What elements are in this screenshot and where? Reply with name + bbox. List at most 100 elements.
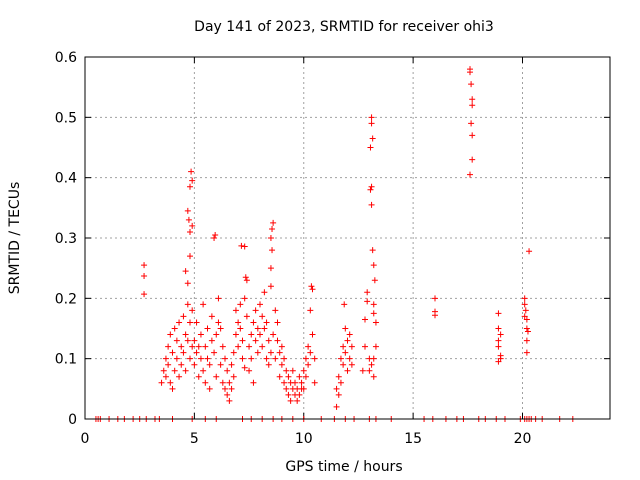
data-point <box>263 355 270 362</box>
data-point <box>522 307 529 314</box>
data-point <box>261 289 268 296</box>
data-point <box>272 355 279 362</box>
data-point <box>335 391 342 398</box>
data-point <box>311 355 318 362</box>
data-point <box>195 373 202 380</box>
data-point <box>200 367 207 374</box>
data-point <box>281 379 288 386</box>
plot-frame <box>84 56 611 420</box>
data-point <box>158 379 165 386</box>
data-point <box>257 301 263 308</box>
data-point <box>342 325 349 332</box>
data-point <box>469 96 476 103</box>
data-point <box>173 337 180 344</box>
data-point <box>348 361 355 368</box>
data-point <box>309 286 316 293</box>
data-point <box>333 403 340 410</box>
data-point <box>300 385 307 392</box>
data-point <box>237 325 244 332</box>
data-point <box>224 391 231 398</box>
data-point <box>497 355 504 362</box>
data-point <box>141 291 148 298</box>
data-point <box>340 343 347 350</box>
data-point <box>242 274 249 281</box>
data-point <box>344 367 351 374</box>
data-point <box>171 367 178 374</box>
data-point <box>189 177 196 184</box>
data-point <box>252 307 259 314</box>
data-point <box>187 228 193 235</box>
data-point <box>193 349 200 356</box>
data-point <box>184 337 191 344</box>
data-point <box>495 310 502 317</box>
data-point <box>235 319 242 326</box>
data-point <box>250 319 257 326</box>
data-point <box>337 379 344 386</box>
data-point <box>311 379 318 386</box>
data-point <box>366 367 373 374</box>
x-tick-label: 15 <box>404 431 422 447</box>
data-point <box>226 397 233 404</box>
data-point <box>219 343 226 350</box>
data-point <box>371 277 378 284</box>
data-point <box>169 385 176 392</box>
data-point <box>189 307 196 314</box>
data-point <box>257 331 263 338</box>
data-point <box>337 355 344 362</box>
data-point <box>298 379 305 386</box>
data-point <box>342 349 349 356</box>
data-point <box>208 337 215 344</box>
grid <box>85 57 610 419</box>
data-point <box>162 355 169 362</box>
data-point <box>204 325 211 332</box>
data-point <box>267 349 274 356</box>
data-point <box>296 373 303 380</box>
data-point <box>276 349 283 356</box>
data-point <box>200 301 207 308</box>
data-point <box>283 385 290 392</box>
data-point <box>261 325 268 332</box>
data-point <box>248 355 255 362</box>
y-tick-label: 0.6 <box>55 50 77 66</box>
data-point <box>362 316 368 323</box>
data-point <box>300 367 307 374</box>
data-point <box>178 361 185 368</box>
data-point <box>495 343 502 350</box>
data-point <box>141 273 148 280</box>
data-point <box>364 289 371 296</box>
data-point <box>495 358 502 365</box>
data-point <box>497 331 504 338</box>
data-point <box>243 277 250 284</box>
y-tick-label: 0.3 <box>55 231 77 247</box>
data-point <box>302 355 309 362</box>
data-point <box>305 343 312 350</box>
data-point <box>367 144 374 151</box>
x-tick-label: 20 <box>514 431 532 447</box>
data-point <box>469 102 476 109</box>
data-point <box>364 298 371 305</box>
data-point <box>469 132 476 139</box>
data-point <box>521 301 528 308</box>
data-point <box>526 248 533 255</box>
data-point <box>184 280 191 287</box>
data-points <box>92 66 576 422</box>
data-point <box>267 283 274 290</box>
data-point <box>278 361 285 368</box>
y-tick-label: 0.1 <box>55 352 77 368</box>
data-point <box>285 373 292 380</box>
data-point <box>269 247 276 254</box>
data-point <box>267 265 274 272</box>
data-point <box>213 373 220 380</box>
y-tick-label: 0 <box>68 412 77 428</box>
data-point <box>215 319 222 326</box>
data-point <box>285 391 292 398</box>
data-point <box>340 361 347 368</box>
data-point <box>176 319 183 326</box>
data-point <box>296 391 303 398</box>
data-point <box>202 379 209 386</box>
data-point <box>359 367 366 374</box>
data-point <box>246 367 253 374</box>
data-point <box>368 361 375 368</box>
data-point <box>263 319 270 326</box>
